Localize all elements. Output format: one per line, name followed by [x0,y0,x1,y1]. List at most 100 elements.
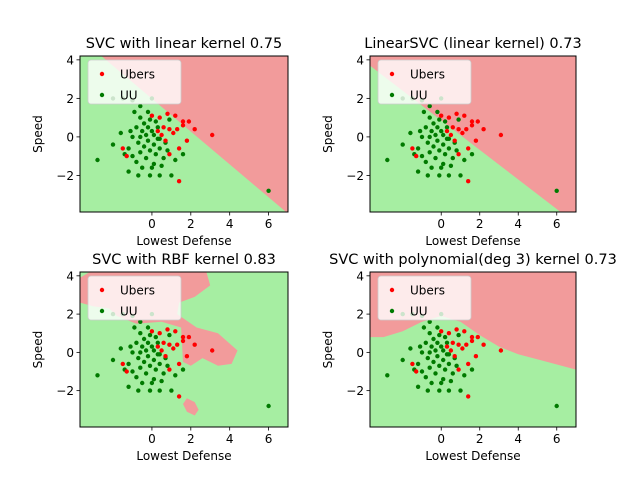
ubers-point [175,342,180,347]
uu-point [454,148,459,153]
ubers-point [149,113,155,118]
y-tick-label: 2 [356,308,364,322]
uu-point [423,159,428,165]
uu-point [415,361,421,367]
uu-point [143,348,149,353]
ubers-point [498,348,504,353]
uu-point [458,388,463,393]
uu-point [138,134,143,140]
uu-point [95,157,100,163]
x-tick-label: 0 [148,217,156,231]
uu-point [159,163,164,168]
ubers-point [171,346,176,351]
uu-point [147,363,153,368]
ubers-point [446,115,452,120]
uu-point [149,344,155,349]
uu-point [180,152,186,157]
uu-point [437,148,442,153]
uu-point [441,161,446,167]
y-tick-label: 2 [66,92,74,106]
legend-label: UU [410,89,428,103]
uu-point [153,367,158,372]
ubers-point [163,354,168,359]
legend-marker-ubers [389,287,395,293]
uu-point [147,148,153,153]
uu-point [167,332,172,338]
axes-frame [369,55,577,213]
ubers-point [462,113,467,118]
uu-point [450,155,455,161]
ubers-point [192,127,197,132]
uu-point [423,375,428,380]
ubers-point [192,342,197,347]
ubers-point [452,354,457,359]
y-tick-label: −2 [346,384,364,398]
ubers-point [464,342,469,347]
uu-point [425,140,430,145]
uu-point [456,117,461,122]
uu-point [130,350,135,355]
uu-point [408,346,413,351]
uu-point [554,188,559,193]
y-tick-label: −2 [56,384,74,398]
uu-point [110,142,116,147]
x-tick-label: 0 [148,432,156,446]
ubers-point [466,361,471,367]
ubers-point [450,125,455,130]
legend-box [377,59,472,105]
ubers-point [176,394,182,399]
uu-point [441,348,446,353]
uu-point [408,130,413,136]
legend: Ubers UU [377,275,472,321]
ubers-point [165,327,170,332]
uu-point [110,357,116,363]
y-tick-label: 0 [356,346,364,360]
uu-point [429,165,434,170]
uu-point [140,344,145,349]
ubers-point [460,346,465,351]
uu-point [444,352,450,357]
ubers-point [180,119,186,124]
uu-point [136,355,141,361]
uu-point [130,153,135,159]
ubers-point [167,367,172,372]
x-tick-label: 4 [226,432,234,446]
ubers-point [481,342,486,347]
ubers-point [464,127,469,132]
ubers-point [466,146,471,151]
y-axis-label: Speed [321,331,335,369]
ubers-point [176,179,182,184]
ubers-point [473,138,479,143]
ubers-point [163,138,168,143]
legend: Ubers UU [87,275,182,321]
uu-point [173,157,178,163]
y-tick-label: 4 [356,53,364,67]
uu-point [554,403,559,409]
uu-point [157,388,162,393]
x-axis-label: Lowest Defense [425,449,520,463]
legend-label: Ubers [410,68,445,82]
uu-point [169,388,174,393]
uu-point [155,340,160,345]
ubers-point [456,367,461,372]
uu-point [442,119,448,124]
legend-marker-ubers [99,71,105,77]
ubers-point [448,132,454,138]
uu-point [141,144,147,149]
ubers-point [120,146,126,151]
uu-point [439,380,444,386]
ubers-point [155,128,160,134]
uu-point [419,153,425,159]
uu-point [141,359,147,365]
legend-marker-ubers [99,287,105,293]
y-tick-label: 2 [356,92,364,106]
uu-point [419,350,425,355]
uu-point [441,357,446,363]
ubers-point [469,123,475,128]
legend-box [377,275,472,321]
axes-frame [79,55,289,213]
uu-point [435,138,440,143]
uu-point [161,155,166,161]
uu-point [423,340,428,345]
uu-point [140,165,145,170]
